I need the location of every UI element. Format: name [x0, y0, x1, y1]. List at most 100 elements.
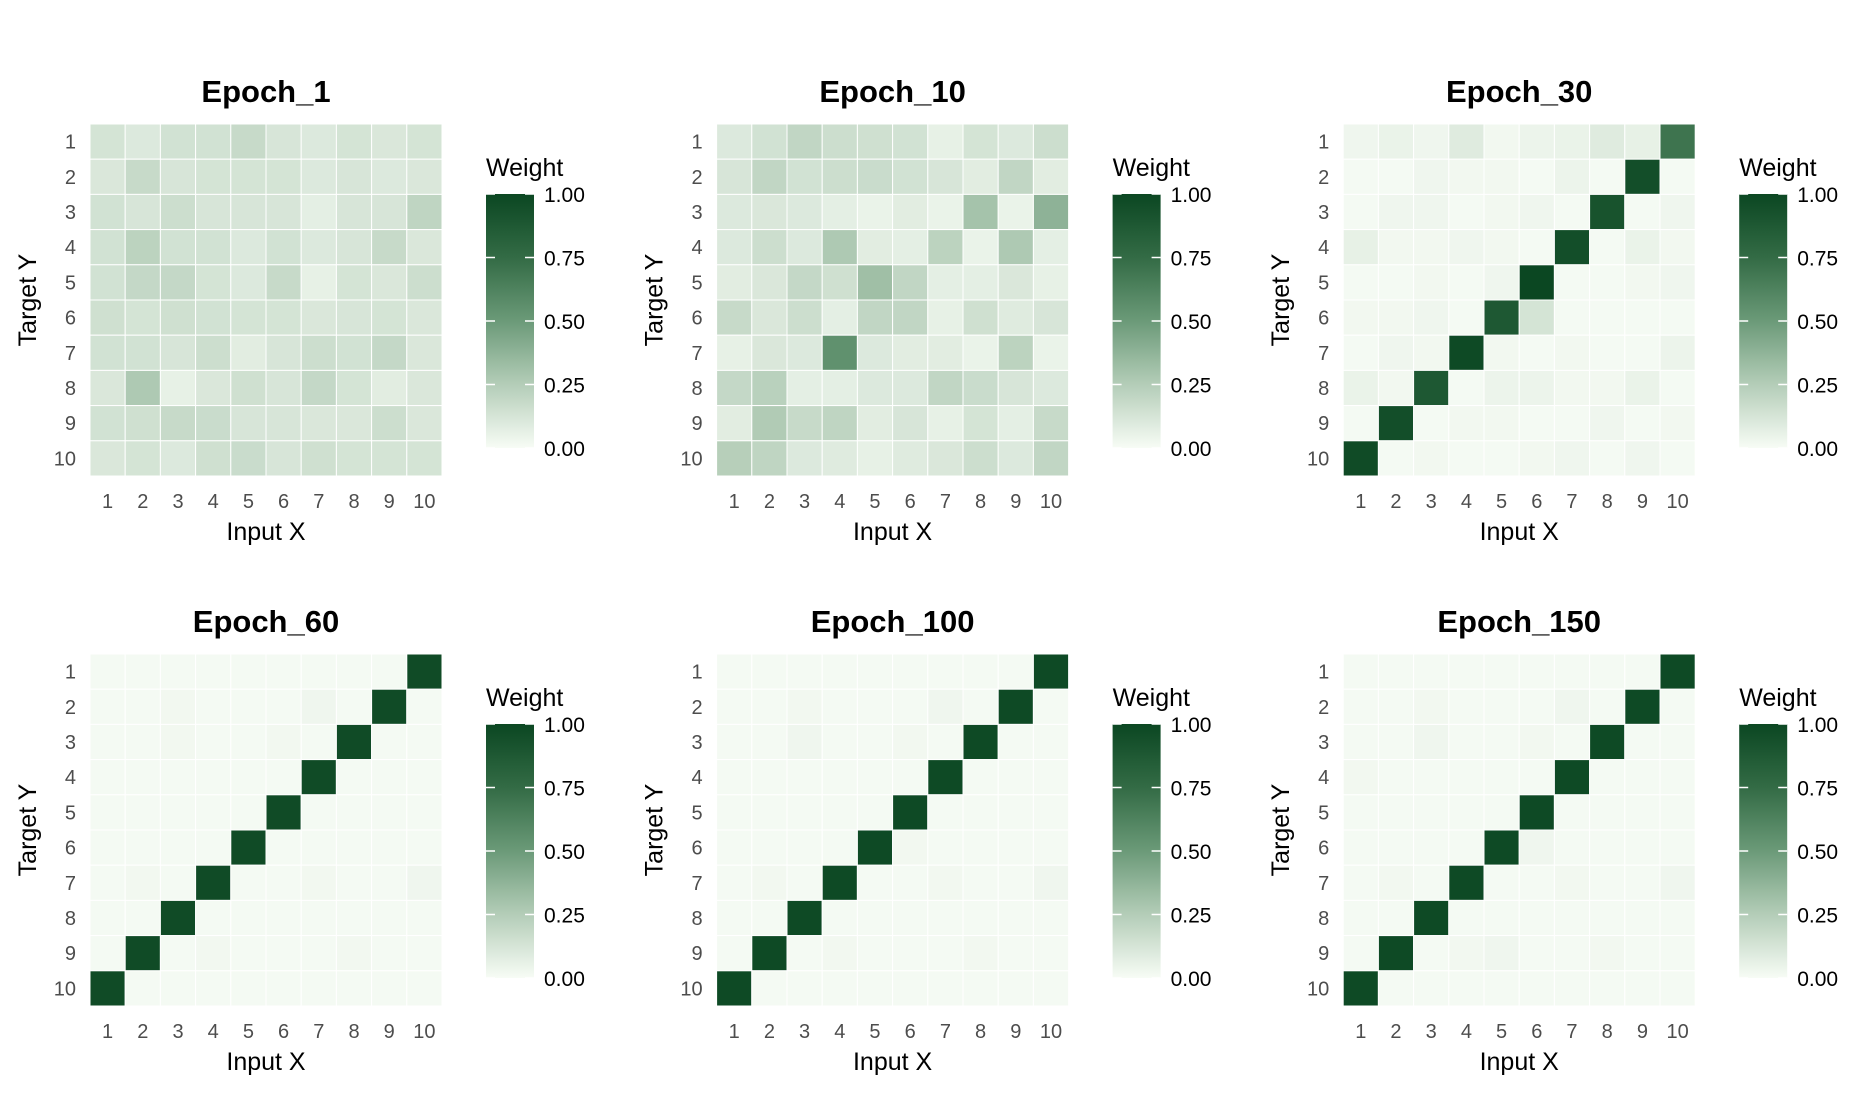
- heatmap-cell: [335, 123, 373, 160]
- y-tick-label: 8: [1318, 378, 1329, 400]
- heatmap-cell: [1624, 829, 1661, 866]
- heatmap-cell: [1624, 123, 1661, 160]
- heatmap-cell: [1342, 264, 1379, 301]
- heatmap-cell: [856, 723, 894, 761]
- y-tick-label: 7: [1318, 873, 1329, 895]
- heatmap-cell: [300, 369, 337, 407]
- heatmap-cell: [1032, 688, 1070, 725]
- y-tick-label: 5: [1318, 802, 1329, 824]
- x-tick-label: 1: [729, 491, 740, 513]
- heatmap-cell: [856, 794, 894, 831]
- heatmap-cell: [371, 264, 408, 301]
- heatmap-cell: [1032, 193, 1070, 231]
- heatmap-cell: [335, 440, 373, 477]
- heatmap-cell: [1589, 935, 1626, 972]
- x-tick-label: 8: [348, 1021, 359, 1043]
- heatmap-cell: [1377, 935, 1415, 972]
- heatmap-cell: [230, 829, 267, 866]
- x-tick-label: 6: [1531, 491, 1542, 513]
- y-tick-label: 5: [691, 272, 702, 294]
- heatmap-cell: [159, 123, 197, 160]
- heatmap-cell: [335, 970, 373, 1007]
- heatmap-cell: [962, 829, 999, 866]
- heatmap-cell: [230, 405, 267, 442]
- heatmap-cell: [124, 970, 161, 1007]
- heatmap-cell: [892, 829, 929, 866]
- heatmap-cell: [716, 723, 753, 761]
- panel-title: Epoch_100: [811, 604, 975, 639]
- heatmap-cell: [1483, 334, 1520, 371]
- y-tick-label: 1: [65, 132, 76, 154]
- heatmap-cell: [1377, 229, 1415, 266]
- heatmap-cell: [89, 123, 126, 160]
- heatmap-cell: [1448, 405, 1485, 442]
- heatmap-cell: [195, 935, 232, 972]
- heatmap-cell: [1553, 688, 1591, 725]
- legend-tick-label: 0.75: [544, 248, 585, 271]
- heatmap-cell: [1659, 158, 1696, 195]
- heatmap-cell: [962, 864, 999, 901]
- heatmap-cell: [1413, 369, 1450, 407]
- heatmap-cell: [159, 299, 197, 336]
- legend-tick-label: 0.50: [544, 311, 585, 334]
- heatmap-cell: [1032, 405, 1070, 442]
- heatmap-cell: [1342, 935, 1379, 972]
- heatmap-cell: [1483, 688, 1520, 725]
- heatmap-cell: [1032, 653, 1070, 690]
- heatmap-cell: [159, 369, 197, 407]
- heatmap-cell: [265, 193, 302, 231]
- heatmap-cell: [1377, 899, 1415, 937]
- y-tick-label: 9: [1318, 413, 1329, 435]
- heatmap-cell: [89, 229, 126, 266]
- heatmap-cell: [751, 440, 788, 477]
- heatmap-cell: [1413, 829, 1450, 866]
- heatmap-cell: [856, 193, 894, 231]
- legend-title: Weight: [1739, 684, 1816, 712]
- heatmap-cell: [195, 829, 232, 866]
- heatmap-cell: [1377, 369, 1415, 407]
- heatmap-cell: [406, 369, 443, 407]
- x-axis-label: Input X: [1480, 518, 1560, 546]
- heatmap-cell: [230, 899, 267, 937]
- heatmap-cell: [1659, 899, 1696, 937]
- heatmap-cell: [159, 264, 197, 301]
- heatmap-cell: [751, 158, 788, 195]
- heatmap-cell: [1589, 970, 1626, 1007]
- heatmap-cell: [1518, 653, 1555, 690]
- heatmap-cell: [892, 759, 929, 796]
- heatmap-cell: [335, 158, 373, 195]
- x-tick-label: 6: [905, 491, 916, 513]
- heatmap-cell: [892, 899, 929, 937]
- heatmap-cell: [159, 864, 197, 901]
- heatmap-cell: [371, 688, 408, 725]
- heatmap-cell: [230, 935, 267, 972]
- heatmap-cell: [265, 829, 302, 866]
- x-tick-label: 10: [1666, 1021, 1688, 1043]
- legend-tick-label: 0.00: [1171, 438, 1212, 461]
- legend-tick-label: 0.25: [1797, 375, 1838, 398]
- heatmap-cell: [195, 123, 232, 160]
- heatmap-cell: [1342, 193, 1379, 231]
- heatmap-cell: [265, 864, 302, 901]
- heatmap-cell: [716, 264, 753, 301]
- heatmap-cell: [230, 158, 267, 195]
- heatmap-cell: [1342, 334, 1379, 371]
- x-tick-label: 10: [1040, 491, 1062, 513]
- heatmap-cell: [856, 369, 894, 407]
- heatmap-cell: [927, 723, 964, 761]
- heatmap-cell: [300, 794, 337, 831]
- x-tick-label: 1: [1355, 491, 1366, 513]
- panel-title: Epoch_1: [201, 74, 330, 109]
- x-tick-label: 3: [1426, 491, 1437, 513]
- heatmap-cell: [962, 193, 999, 231]
- heatmap-cell: [300, 829, 337, 866]
- heatmap-cell: [892, 123, 929, 160]
- heatmap-cell: [786, 264, 823, 301]
- heatmap-cell: [892, 405, 929, 442]
- heatmap-cell: [1624, 334, 1661, 371]
- heatmap-cell: [265, 158, 302, 195]
- heatmap-cell: [1659, 935, 1696, 972]
- heatmap-cell: [406, 653, 443, 690]
- heatmap-cell: [124, 264, 161, 301]
- y-tick-label: 9: [691, 413, 702, 435]
